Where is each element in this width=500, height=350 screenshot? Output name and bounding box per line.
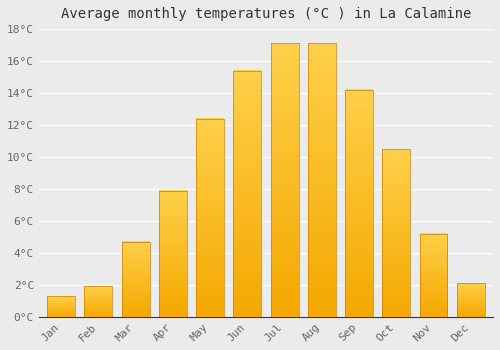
Bar	[122, 241, 150, 317]
Bar	[420, 234, 448, 317]
Bar	[420, 234, 448, 317]
Bar	[159, 190, 187, 317]
Bar	[382, 149, 410, 317]
Bar	[308, 43, 336, 317]
Bar	[270, 43, 298, 317]
Bar	[84, 286, 112, 317]
Bar	[457, 283, 484, 317]
Bar	[47, 296, 75, 317]
Bar	[234, 71, 262, 317]
Bar	[345, 90, 373, 317]
Title: Average monthly temperatures (°C ) in La Calamine: Average monthly temperatures (°C ) in La…	[60, 7, 471, 21]
Bar	[122, 241, 150, 317]
Bar	[270, 43, 298, 317]
Bar	[382, 149, 410, 317]
Bar	[234, 71, 262, 317]
Bar	[84, 286, 112, 317]
Bar	[345, 90, 373, 317]
Bar	[308, 43, 336, 317]
Bar	[159, 190, 187, 317]
Bar	[47, 296, 75, 317]
Bar	[196, 119, 224, 317]
Bar	[196, 119, 224, 317]
Bar	[457, 283, 484, 317]
